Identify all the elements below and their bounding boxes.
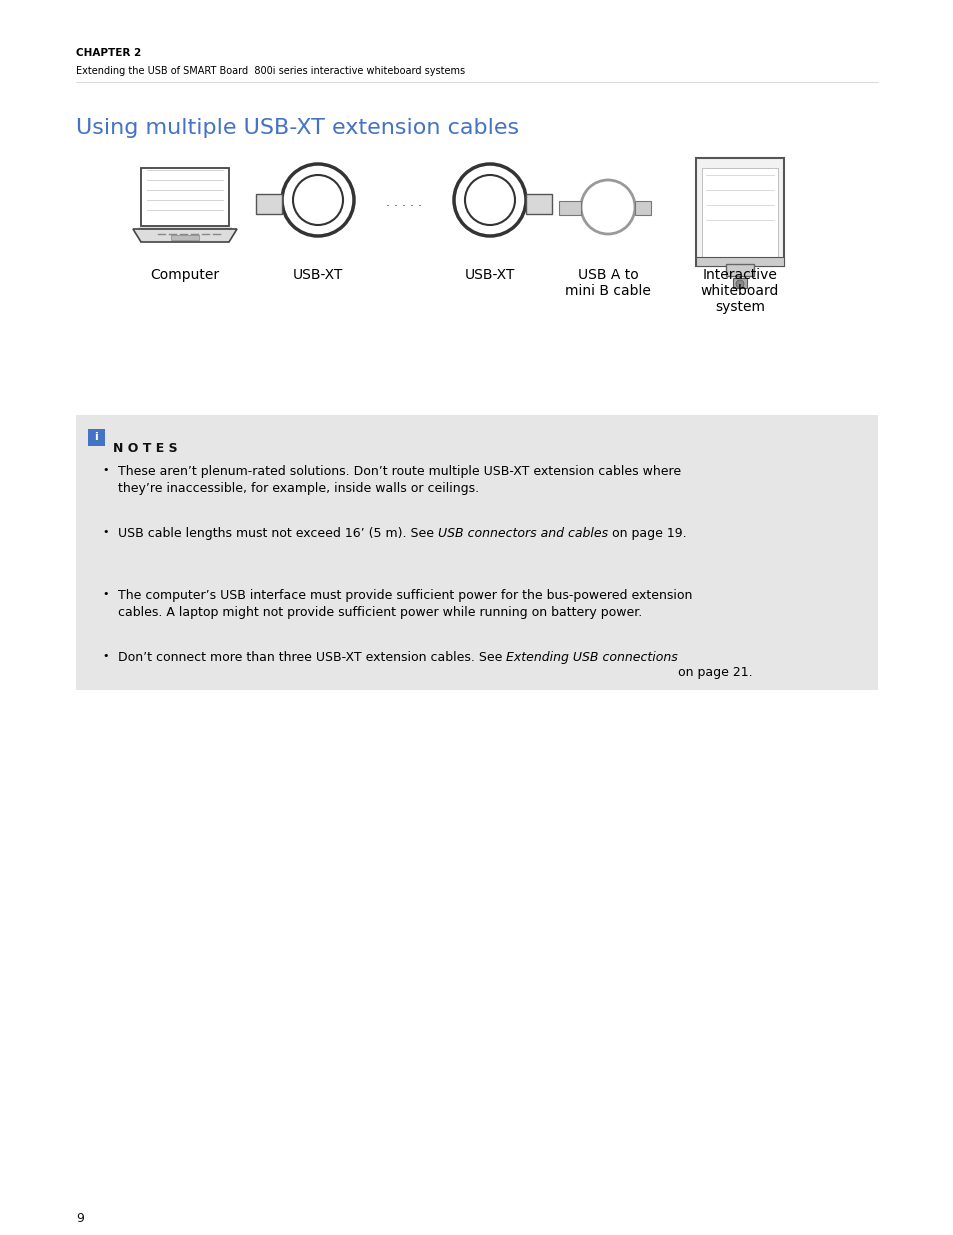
Text: Don’t connect more than three USB-XT extension cables. See: Don’t connect more than three USB-XT ext…: [118, 651, 506, 664]
Bar: [76, 415, 877, 690]
Text: USB connectors and cables: USB connectors and cables: [437, 527, 607, 540]
Circle shape: [735, 280, 743, 288]
Text: on page 19.: on page 19.: [607, 527, 686, 540]
Bar: [171, 235, 199, 240]
Text: Interactive
whiteboard
system: Interactive whiteboard system: [700, 268, 779, 315]
Bar: [725, 264, 753, 275]
Text: •: •: [103, 466, 110, 475]
Bar: [696, 257, 783, 266]
Text: CHAPTER 2: CHAPTER 2: [76, 48, 141, 58]
Bar: [141, 168, 229, 226]
Bar: [255, 194, 282, 214]
Text: Extending the USB of SMART Board  800i series interactive whiteboard systems: Extending the USB of SMART Board 800i se…: [76, 65, 465, 77]
Text: Using multiple USB-XT extension cables: Using multiple USB-XT extension cables: [76, 119, 518, 138]
Text: These aren’t plenum-rated solutions. Don’t route multiple USB-XT extension cable: These aren’t plenum-rated solutions. Don…: [118, 466, 680, 495]
Text: •: •: [103, 589, 110, 599]
Polygon shape: [132, 228, 236, 242]
Text: i: i: [94, 432, 98, 442]
Bar: [525, 194, 552, 214]
Bar: [558, 201, 580, 215]
Text: on page 21.: on page 21.: [678, 651, 752, 679]
Text: USB-XT: USB-XT: [293, 268, 343, 282]
Bar: [701, 168, 778, 261]
Text: USB A to
mini B cable: USB A to mini B cable: [564, 268, 650, 298]
Bar: [696, 158, 783, 266]
Text: Extending USB connections: Extending USB connections: [506, 651, 678, 664]
Text: 9: 9: [76, 1212, 84, 1225]
Text: The computer’s USB interface must provide sufficient power for the bus-powered e: The computer’s USB interface must provid…: [118, 589, 692, 619]
Text: Computer: Computer: [151, 268, 219, 282]
Text: USB-XT: USB-XT: [464, 268, 515, 282]
Text: USB cable lengths must not exceed 16’ (5 m). See: USB cable lengths must not exceed 16’ (5…: [118, 527, 437, 540]
Text: •: •: [103, 651, 110, 661]
Bar: [732, 278, 746, 288]
Text: . . . . .: . . . . .: [386, 195, 421, 209]
Bar: [88, 429, 105, 446]
Text: N O T E S: N O T E S: [112, 442, 177, 454]
Text: •: •: [103, 527, 110, 537]
Bar: [635, 201, 650, 215]
